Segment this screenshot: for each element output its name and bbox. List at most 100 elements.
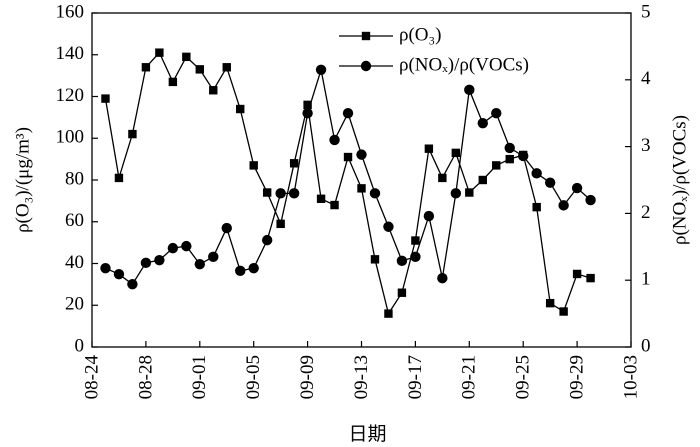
- ratio-point: [181, 240, 192, 252]
- ratio-point: [531, 168, 542, 179]
- ratio-point: [464, 84, 475, 96]
- ratio-point: [477, 118, 488, 129]
- o3-point: [572, 269, 582, 279]
- ratio-point: [423, 210, 435, 222]
- o3-point: [384, 309, 393, 318]
- ratio-point: [571, 182, 583, 194]
- ratio-point: [275, 188, 286, 199]
- ratio-point: [113, 268, 125, 280]
- ratio-point: [208, 251, 219, 263]
- o3-point: [195, 65, 204, 74]
- ratio-point: [437, 272, 448, 284]
- legend-label: ρ(NOₓ)/ρ(VOCs): [399, 54, 529, 75]
- ratio-point: [342, 108, 354, 119]
- ratio-point: [302, 108, 313, 119]
- ratio-point: [396, 255, 408, 267]
- ratio-point: [383, 221, 394, 232]
- ratio-point: [248, 262, 259, 274]
- o3-point: [141, 63, 151, 72]
- y2-tick-label: 2: [641, 202, 651, 223]
- ratio-point: [410, 251, 421, 263]
- o3-point: [330, 200, 339, 210]
- series-line-ratio: [105, 69, 592, 286]
- ratio-point: [140, 257, 152, 269]
- ratio-point: [127, 279, 138, 290]
- y-tick-label: 20: [65, 294, 84, 315]
- x-tick-label: 09-05: [243, 355, 264, 399]
- y2-tick-label: 3: [641, 135, 651, 156]
- x-tick-label: 09-01: [189, 355, 210, 399]
- o3-point: [559, 307, 568, 316]
- y2-tick-label: 0: [641, 335, 651, 356]
- y-tick-label: 0: [75, 335, 85, 356]
- o3-point: [370, 255, 380, 264]
- ratio-point: [504, 142, 515, 154]
- o3-point: [222, 63, 231, 72]
- o3-point: [316, 194, 326, 203]
- x-tick-label: 10-03: [620, 355, 641, 399]
- o3-point: [357, 184, 366, 193]
- x-tick-label: 09-09: [297, 355, 318, 399]
- y2-tick-label: 1: [641, 269, 651, 290]
- ratio-point: [329, 134, 340, 146]
- ratio-point: [356, 149, 367, 160]
- ratio-point: [167, 242, 179, 254]
- y-tick-label: 80: [65, 168, 84, 189]
- x-tick-label: 09-29: [566, 355, 587, 399]
- ratio-point: [261, 234, 273, 246]
- y-tick-label: 160: [56, 1, 85, 22]
- y-tick-label: 40: [65, 252, 84, 273]
- ratio-point: [288, 188, 300, 199]
- x-tick-label: 09-13: [351, 355, 372, 399]
- o3-point: [451, 148, 461, 158]
- x-tick-label: 09-25: [513, 355, 534, 399]
- o3-point: [155, 48, 164, 57]
- o3-point: [465, 188, 474, 197]
- legend-label: ρ(O₃): [399, 24, 441, 45]
- y2-tick-label: 4: [641, 68, 651, 89]
- ratio-point: [369, 188, 381, 199]
- x-tick-label: 09-17: [405, 355, 426, 399]
- o3-point: [397, 288, 407, 297]
- o3-point: [276, 219, 285, 229]
- o3-point: [505, 154, 514, 164]
- y2-tick-label: 5: [641, 1, 651, 22]
- o3-point: [168, 77, 178, 87]
- y-axis-title: ρ(O₃)/(μg/m³): [12, 127, 33, 233]
- x-tick-label: 09-21: [459, 355, 480, 399]
- ratio-point: [100, 262, 111, 274]
- series-layer: [100, 48, 596, 318]
- legend-square-marker: [361, 31, 371, 41]
- ratio-point: [450, 188, 462, 199]
- o3-point: [532, 202, 541, 212]
- series-line-o3: [104, 51, 591, 316]
- y2-axis-title: ρ(NOₓ)/ρ(VOCs): [669, 115, 690, 245]
- x-axis-title: 日期: [348, 423, 386, 445]
- ratio-point: [315, 64, 327, 75]
- o3-point: [343, 152, 353, 162]
- y-tick-label: 140: [56, 43, 85, 64]
- o3-point: [303, 100, 312, 110]
- y-tick-label: 120: [56, 85, 85, 106]
- o3-point: [182, 52, 191, 62]
- ratio-point: [558, 200, 569, 211]
- axes-layer: 08-24 08-28 09-01 09-05 09-09 09-13 09-17 09-21…: [12, 1, 690, 445]
- legend: ρ(O₃) ρ(NOₓ)/ρ(VOCs): [339, 24, 529, 75]
- o3-point: [424, 144, 434, 153]
- o3-point: [411, 236, 420, 245]
- o3-point: [586, 273, 595, 283]
- ratio-point: [221, 222, 232, 234]
- ratio-point: [544, 177, 556, 188]
- ratio-point: [235, 265, 246, 277]
- ratio-point: [585, 194, 596, 206]
- legend-circle-marker: [360, 60, 372, 72]
- o3-point: [438, 173, 447, 183]
- x-tick-label: 08-28: [135, 355, 156, 399]
- o3-point: [545, 298, 555, 308]
- o3-point: [114, 173, 124, 183]
- o3-point: [478, 175, 487, 185]
- ratio-point: [518, 150, 529, 162]
- o3-point: [492, 161, 501, 170]
- o3-point: [236, 104, 245, 114]
